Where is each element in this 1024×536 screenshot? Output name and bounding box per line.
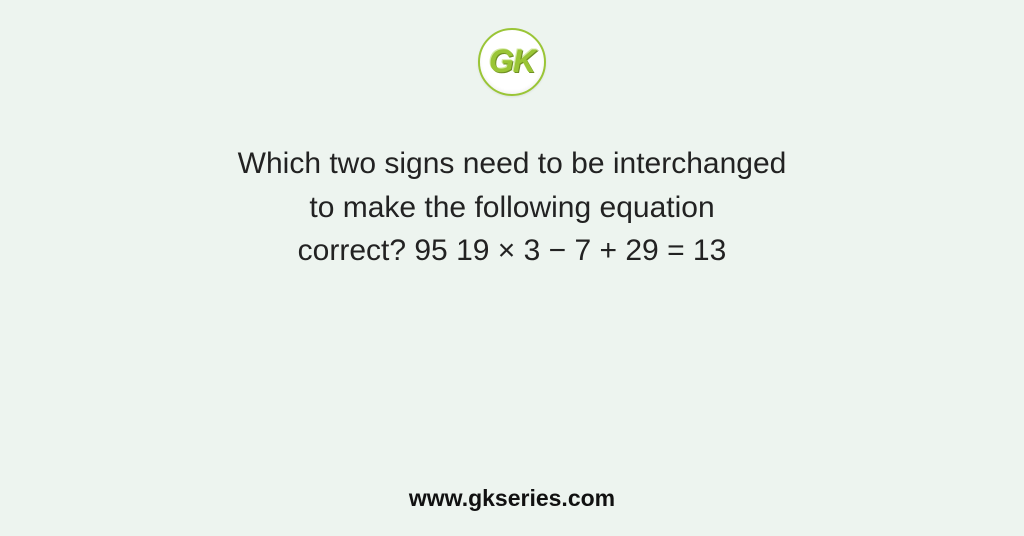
question-line-1: Which two signs need to be interchanged bbox=[238, 142, 787, 186]
question-line-3: correct? 95 19 × 3 − 7 + 29 = 13 bbox=[238, 229, 787, 273]
question-block: Which two signs need to be interchanged … bbox=[238, 142, 787, 273]
logo-text: GK bbox=[489, 43, 535, 80]
page-container: GK Which two signs need to be interchang… bbox=[0, 0, 1024, 536]
question-line-2: to make the following equation bbox=[238, 186, 787, 230]
footer-url: www.gkseries.com bbox=[0, 485, 1024, 512]
logo-circle: GK bbox=[478, 28, 546, 96]
